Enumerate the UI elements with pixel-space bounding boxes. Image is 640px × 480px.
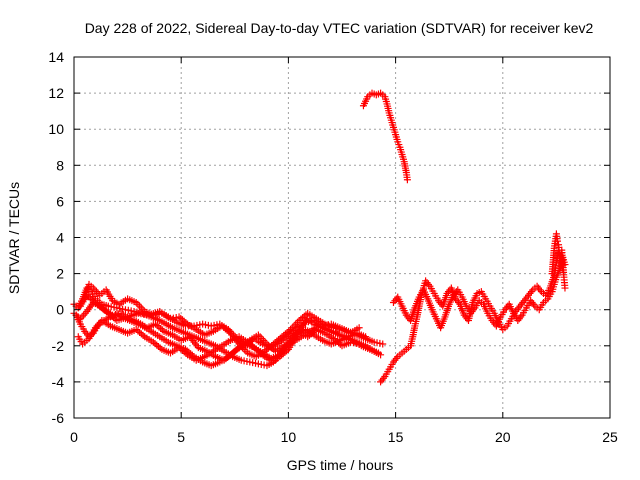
x-tick-label: 10: [281, 429, 297, 445]
y-tick-label: 8: [56, 157, 64, 173]
chart-title: Day 228 of 2022, Sidereal Day-to-day VTE…: [85, 20, 594, 36]
y-tick-label: -6: [52, 410, 65, 426]
y-tick-label: 0: [56, 302, 64, 318]
x-tick-label: 0: [70, 429, 78, 445]
series-s9: [76, 291, 382, 364]
y-tick-label: 6: [56, 193, 64, 209]
y-tick-label: 2: [56, 266, 64, 282]
ticks: 0 5 10 15 20 25 -6 -4 -2 0 2 4 6 8 10 12 14: [48, 49, 618, 445]
data-layer: [70, 89, 569, 386]
data-point: [379, 340, 387, 348]
y-tick-label: -4: [52, 374, 65, 390]
x-tick-label: 25: [602, 429, 618, 445]
data-point: [553, 237, 561, 245]
y-tick-label: 14: [48, 49, 64, 65]
grid: [74, 57, 610, 418]
data-point: [374, 349, 382, 357]
x-tick-label: 15: [388, 429, 404, 445]
data-point: [225, 328, 233, 336]
x-axis-label: GPS time / hours: [287, 457, 394, 473]
y-tick-label: 12: [48, 85, 64, 101]
series-s6: [359, 89, 411, 184]
y-tick-label: -2: [52, 338, 65, 354]
y-axis-label: SDTVAR / TECUs: [6, 182, 22, 294]
data-point: [182, 319, 190, 327]
data-point: [139, 331, 147, 339]
y-tick-label: 10: [48, 121, 64, 137]
x-tick-label: 20: [495, 429, 511, 445]
data-point: [355, 324, 363, 332]
series-s5: [81, 280, 363, 361]
x-tick-label: 5: [177, 429, 185, 445]
data-point: [182, 349, 190, 357]
data-point: [158, 326, 166, 334]
y-tick-label: 4: [56, 230, 64, 246]
data-point: [561, 284, 569, 292]
data-point: [285, 327, 293, 335]
data-point: [98, 304, 106, 312]
series-s10: [548, 230, 569, 292]
data-point: [156, 344, 164, 352]
data-point: [236, 343, 244, 351]
data-point: [403, 176, 411, 184]
